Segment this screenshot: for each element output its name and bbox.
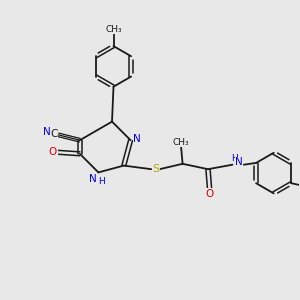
Text: N: N [89, 174, 97, 184]
Text: CH₃: CH₃ [105, 25, 122, 34]
Text: S: S [152, 164, 159, 174]
Text: N: N [235, 157, 243, 167]
Text: H: H [99, 178, 105, 187]
Text: C: C [50, 129, 58, 139]
Text: O: O [206, 189, 214, 199]
Text: N: N [43, 128, 51, 137]
Text: CH₃: CH₃ [173, 137, 189, 146]
Text: O: O [49, 147, 57, 157]
Text: H: H [231, 154, 238, 163]
Text: N: N [133, 134, 141, 144]
